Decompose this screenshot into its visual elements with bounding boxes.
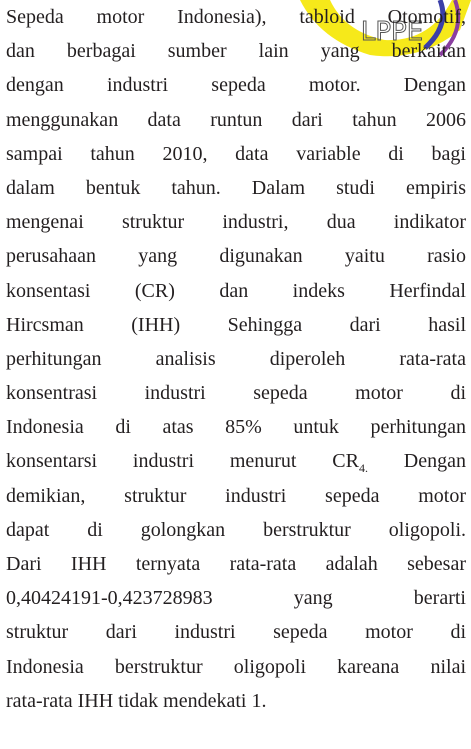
logo-arc-inner — [330, 0, 452, 41]
text-line: sampai tahun 2010, data variable di bagi — [6, 142, 466, 165]
text-line: Dari IHH ternyata rata-rata adalah sebes… — [6, 553, 466, 575]
text-line: Sepeda motor Indonesia), tabloid Otomoti… — [6, 6, 466, 28]
text-line: dapat di golongkan berstruktur oligopoli… — [6, 518, 466, 541]
text-line: menggunakan data runtun dari tahun 2006 — [6, 108, 466, 131]
paragraph: Sepeda motor Indonesia), tabloid Otomoti… — [6, 0, 466, 718]
text-span: konsentarsi industri menurut CR — [6, 450, 359, 473]
text-line: Hircsman (IHH) Sehingga dari hasil — [6, 313, 466, 336]
text-line: konsentasi (CR) dan indeks Herfindal — [6, 279, 466, 302]
text-line: konsentarsi industri menurut CR4. Dengan — [6, 444, 466, 478]
text-line: rata-rata IHH tidak mendekati 1. — [6, 689, 267, 712]
text-line: dengan industri sepeda motor. Dengan — [6, 74, 466, 97]
text-line: perhitungan analisis diperoleh rata-rata — [6, 347, 466, 370]
text-line: struktur dari industri sepeda motor di — [6, 621, 466, 644]
text-line: perusahaan yang digunakan yaitu rasio — [6, 245, 466, 268]
text-line: Indonesia di atas 85% untuk perhitungan — [6, 416, 466, 439]
text-line: dan berbagai sumber lain yang berkaitan — [6, 40, 466, 63]
text-line: Indonesia berstruktur oligopoli kareana … — [6, 655, 466, 678]
logo-text: LPPE — [361, 17, 423, 47]
text-span: Dengan — [403, 450, 466, 473]
text-line: dalam bentuk tahun. Dalam studi empiris — [6, 176, 466, 199]
logo-arc-blue — [423, 0, 446, 50]
text-line: demikian, struktur industri sepeda motor — [6, 484, 466, 507]
text-span: 4. — [358, 461, 368, 476]
text-line: 0,40424191-0,423728983 yang berarti — [6, 587, 466, 610]
logo-arc-purple — [438, 0, 461, 57]
text-line: mengenai struktur industri, dua indikato… — [6, 211, 466, 234]
text-line: konsentrasi industri sepeda motor di — [6, 382, 466, 405]
